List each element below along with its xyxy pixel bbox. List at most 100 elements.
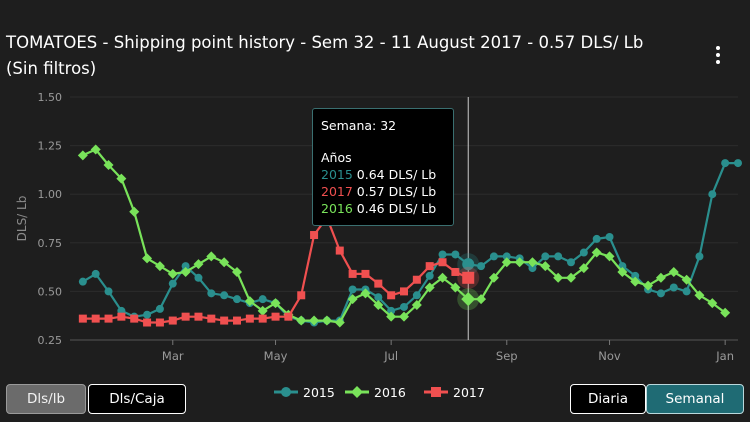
data-point-2015 xyxy=(669,283,678,292)
data-point-2017 xyxy=(387,291,396,300)
data-point-2016 xyxy=(321,315,332,326)
data-point-2016 xyxy=(527,257,538,268)
data-point-2017 xyxy=(284,312,293,321)
data-point-2017 xyxy=(258,314,267,323)
data-point-2015 xyxy=(554,252,563,261)
data-point-2017 xyxy=(207,314,216,323)
data-point-2016 xyxy=(90,144,101,155)
data-point-2015 xyxy=(451,250,460,259)
hover-point-2015 xyxy=(462,258,475,271)
data-point-2015 xyxy=(631,271,640,280)
data-point-2016 xyxy=(142,253,153,264)
y-tick-label: 1.50 xyxy=(38,91,63,104)
chart-tooltip: Semana: 32 Años 2015 0.64 DLS/ Lb 2017 0… xyxy=(312,108,454,226)
period-diaria-button[interactable]: Diaria xyxy=(570,384,646,414)
data-point-2017 xyxy=(181,312,190,321)
data-point-2017 xyxy=(400,287,408,296)
data-point-2017 xyxy=(310,231,319,240)
data-point-2016 xyxy=(360,288,371,299)
data-point-2017 xyxy=(412,275,421,284)
data-point-2015 xyxy=(438,250,447,259)
data-point-2017 xyxy=(361,269,370,278)
data-point-2016 xyxy=(514,257,525,268)
data-point-2017 xyxy=(194,312,203,321)
legend-label-2015: 2015 xyxy=(303,384,335,400)
period-semanal-button[interactable]: Semanal xyxy=(646,384,744,414)
data-point-2017 xyxy=(91,314,100,323)
data-point-2016 xyxy=(424,282,435,293)
data-point-2017 xyxy=(271,312,280,321)
data-point-2016 xyxy=(604,251,615,262)
data-point-2017 xyxy=(130,314,139,323)
unit-dls-caja-button[interactable]: Dls/Caja xyxy=(88,384,186,414)
tooltip-value-2015: 0.64 DLS/ Lb xyxy=(352,167,437,182)
legend-label-2017: 2017 xyxy=(453,384,485,400)
unit-dls-lb-button[interactable]: Dls/lb xyxy=(6,384,86,414)
legend-item-2016[interactable]: 2016 xyxy=(345,384,406,400)
data-point-2016 xyxy=(206,251,217,262)
data-point-2015 xyxy=(258,295,267,304)
legend-item-2015[interactable]: 2015 xyxy=(274,384,335,400)
data-point-2017 xyxy=(438,258,447,267)
data-point-2016 xyxy=(411,300,422,311)
data-point-2017 xyxy=(168,316,177,325)
data-point-2017 xyxy=(220,316,229,325)
x-tick-label: Sep xyxy=(496,349,518,363)
y-tick-label: 1.00 xyxy=(38,188,63,201)
data-point-2016 xyxy=(578,263,589,274)
data-point-2015 xyxy=(605,232,614,241)
data-point-2016 xyxy=(617,266,628,277)
data-point-2015 xyxy=(155,304,164,313)
data-point-2016 xyxy=(296,315,307,326)
data-point-2015 xyxy=(412,291,421,300)
data-point-2016 xyxy=(668,266,679,277)
data-point-2015 xyxy=(592,234,601,243)
data-point-2016 xyxy=(643,280,654,291)
x-tick-label: Nov xyxy=(598,349,621,363)
data-point-2017 xyxy=(335,246,344,255)
data-point-2016 xyxy=(193,259,204,270)
data-point-2015 xyxy=(78,277,87,286)
tooltip-row-2016: 2016 0.46 DLS/ Lb xyxy=(321,200,445,217)
legend-circle-icon xyxy=(274,387,298,397)
data-point-2016 xyxy=(244,296,255,307)
x-tick-label: Jan xyxy=(715,349,734,363)
data-point-2016 xyxy=(232,266,242,277)
hover-point-2016 xyxy=(461,292,476,307)
data-point-2015 xyxy=(143,310,152,319)
data-point-2016 xyxy=(77,150,88,161)
kebab-dot xyxy=(716,53,720,57)
y-axis-label: DLS/ Lb xyxy=(15,196,29,242)
data-point-2016 xyxy=(591,247,602,258)
data-point-2017 xyxy=(374,279,383,288)
data-point-2015 xyxy=(682,287,691,296)
data-point-2016 xyxy=(129,206,140,217)
data-point-2016 xyxy=(437,272,448,283)
data-point-2015 xyxy=(489,252,498,261)
data-point-2016 xyxy=(167,268,178,279)
kebab-menu-icon[interactable] xyxy=(712,46,724,68)
data-point-2016 xyxy=(347,294,358,305)
data-point-2016 xyxy=(488,272,499,283)
data-point-2015 xyxy=(734,159,742,168)
data-point-2015 xyxy=(695,252,704,261)
data-point-2016 xyxy=(309,315,320,326)
data-point-2015 xyxy=(194,273,203,282)
data-point-2015 xyxy=(425,271,434,280)
data-point-2017 xyxy=(143,318,152,327)
legend-diamond-icon xyxy=(345,386,369,398)
tooltip-row-2015: 2015 0.64 DLS/ Lb xyxy=(321,166,445,183)
data-point-2016 xyxy=(180,266,191,277)
legend-item-2017[interactable]: 2017 xyxy=(424,384,485,400)
data-point-2016 xyxy=(707,298,718,309)
data-point-2015 xyxy=(91,269,100,278)
data-point-2016 xyxy=(553,272,564,283)
data-point-2015 xyxy=(348,285,357,294)
x-tick-label: Jul xyxy=(383,349,398,363)
legend-label-2016: 2016 xyxy=(374,384,406,400)
data-point-2017 xyxy=(78,314,87,323)
tooltip-value-2016: 0.46 DLS/ Lb xyxy=(352,201,437,216)
chart-title-text: TOMATOES - Shipping point history - Sem … xyxy=(6,33,644,52)
data-point-2016 xyxy=(720,307,731,318)
